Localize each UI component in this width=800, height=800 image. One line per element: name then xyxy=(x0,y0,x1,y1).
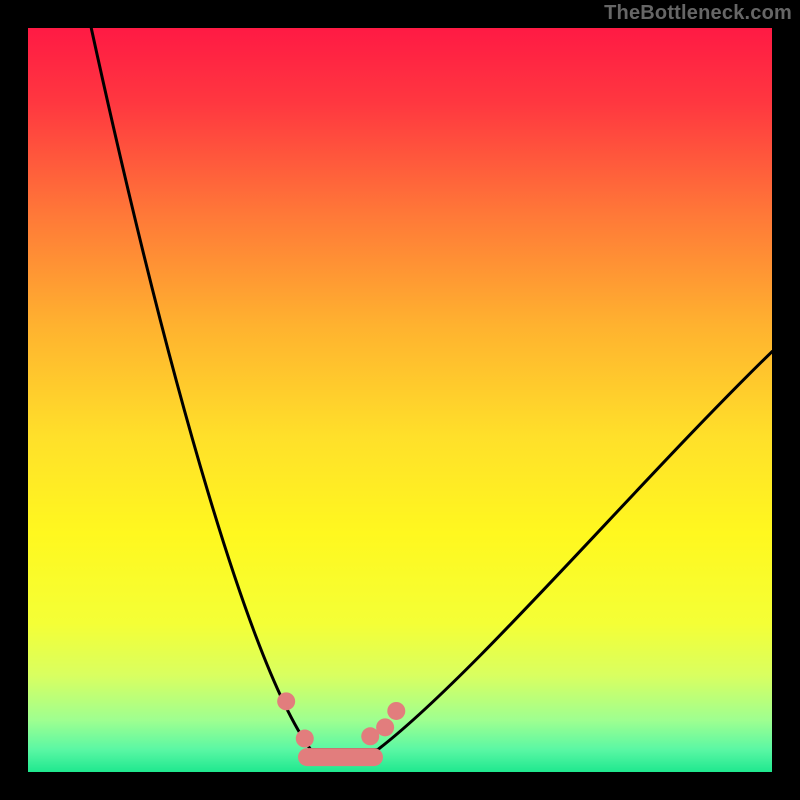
trough-point-marker xyxy=(387,702,405,720)
trough-point-marker xyxy=(277,692,295,710)
watermark-text: TheBottleneck.com xyxy=(604,2,792,25)
plot-gradient-background xyxy=(28,28,772,772)
bottleneck-curve-chart xyxy=(0,0,800,800)
trough-point-marker xyxy=(296,730,314,748)
chart-frame: TheBottleneck.com xyxy=(0,0,800,800)
trough-point-marker xyxy=(376,718,394,736)
